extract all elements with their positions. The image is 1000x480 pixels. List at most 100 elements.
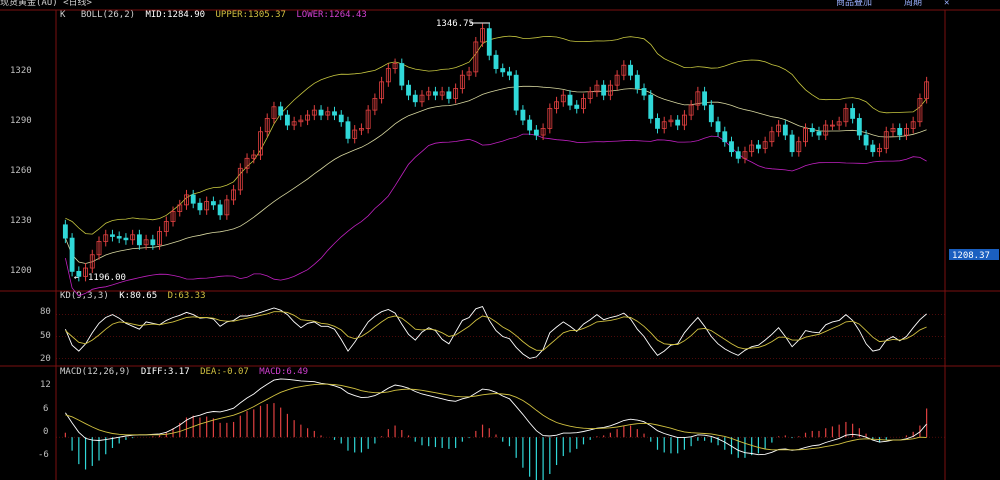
candle-body bbox=[735, 151, 741, 159]
candle-body bbox=[325, 111, 331, 116]
candle-body bbox=[830, 124, 835, 127]
candle-body bbox=[782, 124, 788, 136]
candle-body bbox=[365, 109, 371, 129]
macd-tick-6: 6 bbox=[43, 404, 48, 414]
candle-body bbox=[332, 111, 337, 116]
candle-body bbox=[513, 74, 519, 111]
macd-tick-12: 12 bbox=[40, 380, 51, 390]
candle-body bbox=[96, 241, 102, 256]
candle-body bbox=[789, 134, 795, 153]
candle-body bbox=[163, 221, 169, 232]
candle-body bbox=[762, 141, 768, 149]
candle-body bbox=[210, 201, 216, 206]
candle-body bbox=[406, 84, 411, 96]
y-tick-1290: 1290 bbox=[10, 116, 32, 126]
candle-body bbox=[574, 104, 580, 109]
main-panel-header: K BOLL(26,2) MID:1284.90 UPPER:1305.37 L… bbox=[60, 10, 367, 20]
candle-body bbox=[850, 108, 856, 119]
candle-body bbox=[500, 68, 506, 73]
macd-tick-0: 0 bbox=[43, 427, 48, 437]
candle-body bbox=[883, 131, 889, 149]
candle-body bbox=[197, 202, 203, 211]
candle-body bbox=[439, 91, 445, 96]
candle-body bbox=[877, 147, 882, 153]
candle-body bbox=[459, 74, 465, 89]
price-tag-box bbox=[949, 249, 999, 260]
candle-body bbox=[480, 28, 485, 43]
candle-body bbox=[715, 121, 721, 133]
candle-body bbox=[224, 199, 230, 216]
macd-panel-header: MACD(12,26,9) DIFF:3.17 DEA:-0.07 MACD:6… bbox=[60, 367, 308, 377]
candle-body bbox=[681, 114, 687, 126]
candle-body bbox=[184, 194, 189, 206]
candle-body bbox=[614, 74, 620, 86]
candle-body bbox=[419, 94, 425, 103]
candle-body bbox=[83, 267, 88, 277]
kd-tick-50: 50 bbox=[40, 331, 51, 341]
period-button[interactable]: 周期 bbox=[904, 0, 923, 8]
candle-body bbox=[621, 64, 627, 76]
candle-body bbox=[836, 121, 842, 126]
kd-tick-80: 80 bbox=[40, 307, 51, 317]
candle-body bbox=[917, 98, 923, 123]
macd-series bbox=[64, 378, 928, 480]
candle-body bbox=[392, 63, 398, 69]
candle-body bbox=[258, 131, 263, 156]
candle-body bbox=[742, 151, 748, 159]
candle-body bbox=[453, 88, 459, 99]
candle-body bbox=[69, 237, 75, 272]
candle-body bbox=[150, 239, 156, 246]
low-annotation-arrow: ← bbox=[74, 273, 80, 283]
overlay-commodity-button[interactable]: 商品叠加 bbox=[836, 0, 873, 8]
upper-label: UPPER:1305.37 bbox=[215, 10, 285, 20]
candle-body bbox=[796, 141, 802, 153]
candle-body bbox=[305, 114, 311, 121]
candle-body bbox=[547, 108, 553, 129]
candle-body bbox=[601, 84, 607, 96]
candle-body bbox=[385, 68, 391, 83]
boll-lower-line bbox=[65, 133, 927, 297]
candle-body bbox=[204, 201, 210, 211]
candle-body bbox=[527, 119, 533, 131]
candle-body bbox=[110, 234, 115, 237]
candle-body bbox=[641, 88, 647, 96]
lower-label: LOWER:1264.43 bbox=[296, 10, 366, 20]
candle-body bbox=[870, 144, 876, 153]
candle-body bbox=[143, 239, 149, 246]
candle-body bbox=[702, 91, 708, 106]
macd-value-label: MACD:6.49 bbox=[259, 367, 308, 377]
diff-label: DIFF:3.17 bbox=[141, 367, 190, 377]
boll-mid-line bbox=[65, 85, 927, 264]
y-tick-1230: 1230 bbox=[10, 216, 32, 226]
close-icon[interactable]: ✕ bbox=[944, 0, 950, 8]
low-annotation: 1196.00 bbox=[88, 273, 126, 283]
y-tick-1320: 1320 bbox=[10, 66, 32, 76]
y-tick-1260: 1260 bbox=[10, 166, 32, 176]
candle-body bbox=[237, 167, 243, 191]
candle-body bbox=[863, 134, 869, 146]
candle-body bbox=[190, 194, 196, 204]
candle-body bbox=[231, 189, 236, 201]
candle-body bbox=[311, 109, 317, 116]
candle-body bbox=[76, 270, 82, 277]
candle-body bbox=[533, 129, 539, 136]
kd-tick-20: 20 bbox=[40, 354, 51, 364]
candle-body bbox=[587, 91, 593, 99]
candle-body bbox=[843, 108, 849, 123]
candle-body bbox=[560, 94, 566, 103]
kd-name: KD(9,3,3) bbox=[60, 291, 109, 301]
candle-body bbox=[359, 127, 364, 131]
candle-body bbox=[291, 121, 297, 126]
candle-body bbox=[412, 94, 418, 103]
candle-body bbox=[157, 231, 162, 246]
candle-body bbox=[433, 91, 438, 96]
candle-body bbox=[271, 106, 277, 119]
candle-body bbox=[756, 144, 761, 149]
candle-body bbox=[688, 104, 694, 116]
candle-body bbox=[217, 204, 223, 216]
high-annotation: 1346.75 bbox=[436, 19, 474, 29]
candle-body bbox=[648, 94, 654, 119]
candle-body bbox=[123, 237, 129, 241]
panel-frames bbox=[0, 9, 1000, 480]
